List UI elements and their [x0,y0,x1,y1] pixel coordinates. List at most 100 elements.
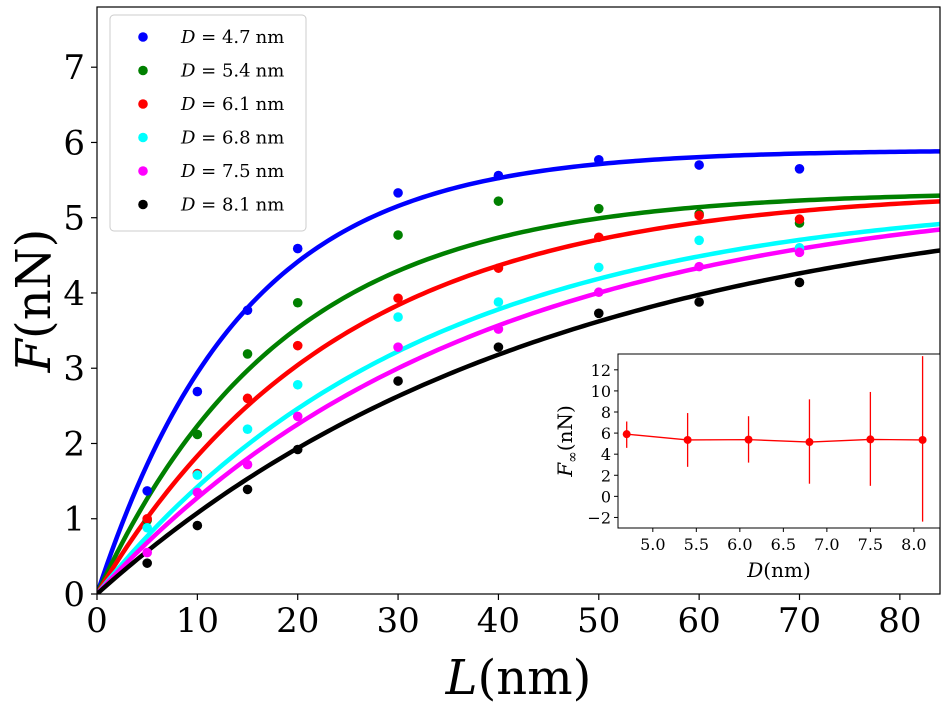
legend-val: 6.1 [222,94,251,115]
legend-unit: nm [256,128,285,149]
main-frame [96,6,941,595]
data-point [593,308,604,319]
data-point [593,154,604,165]
data-point [142,547,152,558]
data-point [142,558,152,568]
y-axis-label-symbol: F [6,337,62,373]
legend-marker [138,199,148,210]
y-tick-label: 2 [63,424,85,464]
legend-unit: nm [256,61,285,82]
data-point [292,411,303,422]
data-point [794,214,805,225]
data-point [242,459,253,470]
x-axis-label-unit: (nm) [477,650,591,706]
inset-x-axis-label-symbol: D [746,558,763,582]
data-point [493,342,504,352]
data-point [393,312,403,322]
inset-x-tick-label: 6.5 [771,535,796,554]
legend-marker [138,32,148,42]
legend-unit: nm [256,195,285,216]
data-point [192,487,203,498]
inset-frame [617,353,941,529]
y-tick-label: 4 [63,274,85,314]
x-tick-label: 80 [878,601,921,641]
x-axis-label: L(nm) [445,650,592,706]
legend-var: D [180,61,196,82]
data-point [794,247,805,258]
inset-y-tick-label: 8 [601,403,611,422]
inset-plot: 5.0 5.5 6.0 6.5 7.0 7.5 8.0−2024681012D(nm)F∞(… [553,353,941,582]
legend-eq: = [195,128,222,149]
y-tick-label: 5 [63,199,85,239]
data-point [192,520,203,531]
data-point [292,243,303,254]
inset-y-axis-label-symbol: F [553,462,577,478]
legend-unit: nm [256,94,285,115]
data-point [192,429,203,440]
x-tick-label: 60 [678,601,721,641]
inset-y-tick-label: 4 [601,445,611,464]
fit-curve [97,193,940,594]
inset-x-tick-label: 8.0 [901,535,926,554]
y-tick-label: 0 [63,575,85,615]
legend-eq: = [195,161,222,182]
inset-y-tick-label: 10 [591,382,611,401]
legend-eq: = [195,195,222,216]
data-point [292,297,303,308]
data-point [694,261,704,272]
y-tick-label: 1 [63,500,85,540]
data-point [493,297,504,307]
legend-val: 5.4 [222,61,251,82]
inset-x-tick-label: 6.0 [727,535,752,554]
data-point [242,393,253,404]
legend-label: D = 6.1 nm [180,94,284,115]
data-point [142,513,152,524]
legend-label: D = 8.1 nm [180,195,284,216]
data-point [192,470,203,480]
legend-var: D [180,27,196,48]
y-tick-label: 3 [63,349,85,389]
data-point [493,324,504,334]
fit-curve [97,227,940,594]
legend-val: 8.1 [222,195,251,216]
data-point [142,522,152,533]
legend-eq: = [195,94,222,115]
fit-curve [97,221,940,594]
inset-x-tick-label: 7.5 [858,535,883,554]
data-point [493,170,504,181]
legend-eq: = [195,27,222,48]
legend: D = 4.7 nmD = 5.4 nmD = 6.1 nmD = 6.8 nmD = … [109,14,307,232]
data-point [493,263,504,273]
data-point [593,203,604,214]
data-point [493,196,504,206]
legend-label: D = 5.4 nm [180,61,284,82]
data-point [393,376,403,386]
legend-val: 4.7 [222,27,251,48]
inset-data-point [622,430,631,439]
legend-marker [138,65,148,76]
x-tick-label: 70 [778,601,821,641]
legend-var: D [180,195,196,216]
inset-y-tick-label: −2 [587,508,611,527]
data-point [393,188,403,198]
data-point [393,230,403,240]
data-point [142,486,152,496]
data-point [242,424,253,434]
inset-data-point [744,435,753,444]
x-tick-label: 20 [276,601,319,641]
legend-unit: nm [256,27,285,48]
data-point [694,160,704,170]
inset-y-tick-label: 12 [591,361,611,380]
y-tick-label: 6 [63,123,85,163]
data-point [292,444,303,455]
inset-data-point [805,438,814,447]
data-point [192,386,203,397]
legend-val: 7.5 [222,161,251,182]
inset-data-point [918,435,927,444]
x-tick-label: 30 [376,601,419,641]
legend-box [109,14,307,232]
inset-data-point [683,435,692,444]
legend-label: D = 6.8 nm [180,128,284,149]
